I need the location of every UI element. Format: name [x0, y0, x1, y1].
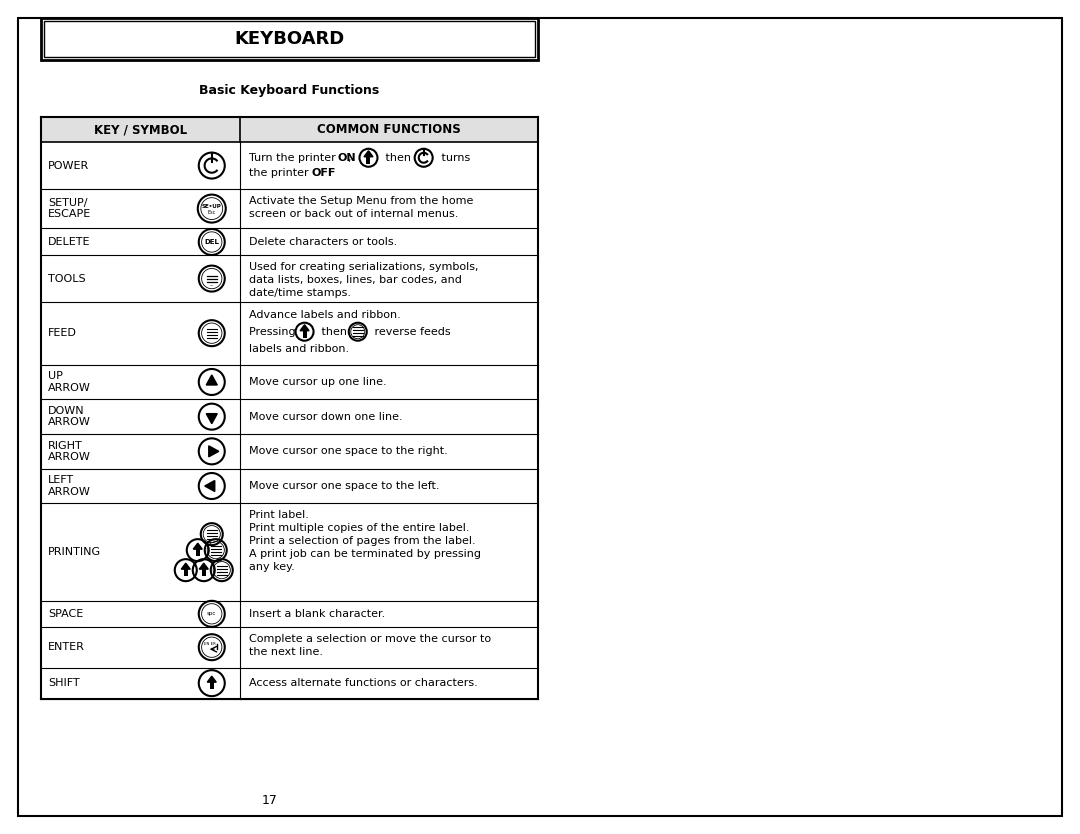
- Polygon shape: [300, 324, 309, 331]
- Text: labels and ribbon.: labels and ribbon.: [248, 344, 349, 354]
- Text: Print label.: Print label.: [248, 510, 309, 520]
- Text: Advance labels and ribbon.: Advance labels and ribbon.: [248, 309, 401, 319]
- Text: UP
ARROW: UP ARROW: [48, 371, 91, 393]
- Bar: [366, 157, 370, 163]
- Text: any key.: any key.: [248, 562, 295, 572]
- Text: Move cursor one space to the right.: Move cursor one space to the right.: [248, 446, 447, 456]
- Text: Basic Keyboard Functions: Basic Keyboard Functions: [200, 83, 379, 97]
- Text: Access alternate functions or characters.: Access alternate functions or characters…: [248, 678, 477, 688]
- Text: data lists, boxes, lines, bar codes, and: data lists, boxes, lines, bar codes, and: [248, 275, 461, 285]
- Bar: [41, 117, 538, 143]
- Text: EN ER: EN ER: [204, 641, 216, 646]
- Text: then: then: [318, 327, 350, 337]
- Polygon shape: [207, 676, 216, 682]
- Text: LEFT
ARROW: LEFT ARROW: [48, 475, 91, 497]
- Bar: [41, 18, 538, 60]
- Text: turns: turns: [437, 153, 470, 163]
- Bar: [195, 549, 200, 556]
- Text: RIGHT
ARROW: RIGHT ARROW: [48, 440, 91, 462]
- Polygon shape: [206, 375, 217, 385]
- Text: ON: ON: [337, 153, 355, 163]
- Text: FEED: FEED: [48, 328, 77, 338]
- Text: Esc: Esc: [207, 210, 216, 215]
- Text: ...: ...: [210, 282, 214, 287]
- Polygon shape: [181, 563, 190, 569]
- Text: the next line.: the next line.: [248, 646, 323, 656]
- Text: Move cursor down one line.: Move cursor down one line.: [248, 412, 403, 422]
- Text: PRINTING: PRINTING: [48, 547, 102, 557]
- Text: Pressing: Pressing: [248, 327, 299, 337]
- Text: Delete characters or tools.: Delete characters or tools.: [248, 237, 397, 247]
- Text: SHIFT: SHIFT: [48, 678, 80, 688]
- Text: Turn the printer: Turn the printer: [248, 153, 339, 163]
- Text: .: .: [327, 168, 332, 178]
- Text: 17: 17: [262, 794, 278, 807]
- Text: Complete a selection or move the cursor to: Complete a selection or move the cursor …: [248, 634, 491, 644]
- Text: Insert a blank character.: Insert a blank character.: [248, 609, 384, 619]
- Text: SE•UP: SE•UP: [202, 203, 221, 208]
- Text: Print multiple copies of the entire label.: Print multiple copies of the entire labe…: [248, 524, 469, 534]
- Text: SETUP/
ESCAPE: SETUP/ ESCAPE: [48, 198, 92, 219]
- Text: screen or back out of internal menus.: screen or back out of internal menus.: [248, 208, 458, 219]
- Text: COMMON FUNCTIONS: COMMON FUNCTIONS: [316, 123, 461, 136]
- Text: OFF: OFF: [311, 168, 336, 178]
- Text: Print a selection of pages from the label.: Print a selection of pages from the labe…: [248, 536, 475, 546]
- Bar: [184, 569, 188, 576]
- Text: then: then: [382, 153, 415, 163]
- Text: Move cursor one space to the left.: Move cursor one space to the left.: [248, 481, 440, 491]
- Text: DEL: DEL: [204, 239, 219, 245]
- Text: KEY / SYMBOL: KEY / SYMBOL: [94, 123, 187, 136]
- Bar: [202, 569, 206, 576]
- Text: Activate the Setup Menu from the home: Activate the Setup Menu from the home: [248, 196, 473, 206]
- Text: spc: spc: [207, 611, 216, 616]
- Polygon shape: [208, 446, 219, 457]
- Text: Move cursor up one line.: Move cursor up one line.: [248, 377, 387, 387]
- Text: POWER: POWER: [48, 161, 90, 171]
- Text: DOWN
ARROW: DOWN ARROW: [48, 406, 91, 428]
- Polygon shape: [206, 414, 217, 424]
- Polygon shape: [205, 480, 215, 491]
- Text: KEYBOARD: KEYBOARD: [234, 30, 345, 48]
- Text: ENTER: ENTER: [48, 642, 85, 652]
- Polygon shape: [193, 543, 202, 549]
- Text: the printer: the printer: [248, 168, 312, 178]
- Bar: [210, 682, 214, 689]
- Polygon shape: [199, 563, 208, 569]
- Text: reverse feeds: reverse feeds: [370, 327, 450, 337]
- Bar: [44, 22, 535, 57]
- Polygon shape: [364, 151, 373, 157]
- Text: DELETE: DELETE: [48, 237, 91, 247]
- Text: ,: ,: [348, 153, 355, 163]
- Text: TOOLS: TOOLS: [48, 274, 85, 284]
- Text: A print job can be terminated by pressing: A print job can be terminated by pressin…: [248, 550, 481, 560]
- Text: Used for creating serializations, symbols,: Used for creating serializations, symbol…: [248, 263, 478, 273]
- Bar: [302, 331, 307, 338]
- Text: date/time stamps.: date/time stamps.: [248, 289, 351, 299]
- Text: SPACE: SPACE: [48, 609, 83, 619]
